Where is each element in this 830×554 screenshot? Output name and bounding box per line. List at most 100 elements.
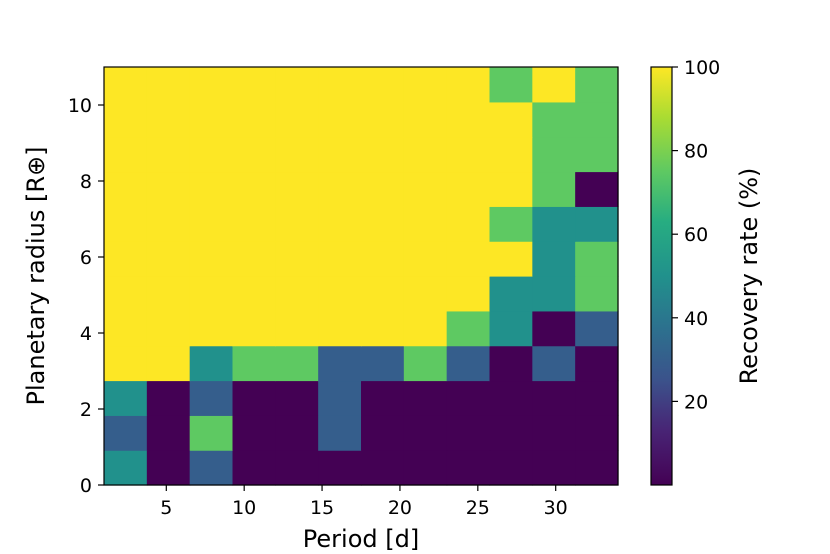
heatmap-cell — [446, 101, 491, 138]
heatmap-cell — [403, 415, 448, 451]
heatmap-cell — [361, 415, 405, 451]
heatmap-cell — [446, 206, 491, 242]
heatmap-cell — [275, 345, 319, 382]
heatmap-cell — [104, 136, 148, 173]
heatmap-cell — [532, 276, 576, 312]
heatmap-cell — [489, 206, 533, 242]
heatmap-cell — [189, 276, 234, 312]
heatmap-cell — [189, 310, 234, 347]
heatmap-cell — [489, 345, 533, 382]
heatmap-cell — [146, 241, 191, 277]
plot-frame — [103, 66, 619, 486]
heatmap-cell — [318, 380, 362, 416]
heatmap-cell — [275, 136, 319, 173]
heatmap-cell — [575, 345, 619, 382]
heatmap-cell — [189, 67, 234, 103]
heatmap-cell — [532, 310, 576, 347]
y-axis-label: Planetary radius [R⊕] — [22, 147, 50, 406]
heatmap-cell — [446, 171, 491, 207]
heatmap-cell — [575, 136, 619, 173]
heatmap-cell — [146, 310, 191, 347]
heatmap-cell — [575, 450, 619, 486]
colorbar-tick-label: 60 — [684, 224, 708, 246]
heatmap-cell — [532, 380, 576, 416]
heatmap-cell — [189, 241, 234, 277]
heatmap-cell — [403, 171, 448, 207]
heatmap-cell — [489, 67, 533, 103]
x-tick-label: 30 — [544, 497, 568, 519]
heatmap-cell — [104, 345, 148, 382]
heatmap-cell — [104, 206, 148, 242]
heatmap-cell — [532, 67, 576, 103]
heatmap-cell — [575, 171, 619, 207]
heatmap-cell — [318, 136, 362, 173]
heatmap-cell — [403, 380, 448, 416]
heatmap-cell — [403, 450, 448, 486]
heatmap-cell — [403, 345, 448, 382]
heatmap-cell — [489, 136, 533, 173]
heatmap-cell — [146, 415, 191, 451]
y-axis-ticks: 0 2 4 6 8 10 — [68, 95, 104, 497]
heatmap-cell — [275, 380, 319, 416]
y-tick-label: 6 — [80, 247, 92, 269]
colorbar-tick-label: 80 — [684, 141, 708, 163]
heatmap-cell — [361, 101, 405, 138]
heatmap-cell — [361, 206, 405, 242]
heatmap-cell — [446, 345, 491, 382]
colorbar-tick-label: 40 — [684, 308, 708, 330]
heatmap-cell — [104, 380, 148, 416]
heatmap-cell — [489, 450, 533, 486]
heatmap-cell — [489, 380, 533, 416]
heatmap-cell — [318, 101, 362, 138]
heatmap-cell — [575, 380, 619, 416]
heatmap-cell — [446, 241, 491, 277]
heatmap-cells — [104, 67, 619, 486]
colorbar-tick-label: 20 — [684, 391, 708, 413]
x-tick-label: 5 — [160, 497, 172, 519]
colorbar-ticks: 20 40 60 80 100 — [672, 57, 720, 413]
heatmap-cell — [361, 67, 405, 103]
heatmap-cell — [146, 206, 191, 242]
x-tick-label: 20 — [388, 497, 412, 519]
heatmap-cell — [575, 310, 619, 347]
heatmap-cell — [403, 241, 448, 277]
heatmap-cell — [275, 310, 319, 347]
heatmap-cell — [189, 345, 234, 382]
heatmap-cell — [403, 206, 448, 242]
heatmap-cell — [361, 171, 405, 207]
x-tick-label: 10 — [232, 497, 256, 519]
heatmap-cell — [489, 171, 533, 207]
heatmap-cell — [232, 310, 276, 347]
heatmap-cell — [189, 136, 234, 173]
heatmap-cell — [104, 171, 148, 207]
heatmap-cell — [575, 67, 619, 103]
heatmap-cell — [575, 415, 619, 451]
heatmap-cell — [318, 171, 362, 207]
heatmap-cell — [275, 101, 319, 138]
heatmap-cell — [146, 101, 191, 138]
heatmap-cell — [361, 380, 405, 416]
y-tick-label: 4 — [80, 323, 92, 345]
x-tick-label: 15 — [310, 497, 334, 519]
heatmap-cell — [189, 380, 234, 416]
heatmap-cell — [318, 276, 362, 312]
heatmap-cell — [489, 415, 533, 451]
heatmap-cell — [104, 415, 148, 451]
heatmap-cell — [446, 450, 491, 486]
heatmap-cell — [275, 206, 319, 242]
heatmap-cell — [318, 67, 362, 103]
heatmap-cell — [232, 206, 276, 242]
heatmap-cell — [532, 345, 576, 382]
heatmap-cell — [318, 206, 362, 242]
heatmap-cell — [232, 241, 276, 277]
heatmap-cell — [489, 276, 533, 312]
heatmap-cell — [104, 241, 148, 277]
x-axis-ticks: 5 10 15 20 25 30 — [160, 485, 568, 519]
heatmap-cell — [575, 101, 619, 138]
y-tick-label: 0 — [80, 475, 92, 497]
heatmap-cell — [361, 345, 405, 382]
x-axis-label: Period [d] — [303, 525, 419, 553]
heatmap-cell — [361, 136, 405, 173]
heatmap-cell — [232, 101, 276, 138]
